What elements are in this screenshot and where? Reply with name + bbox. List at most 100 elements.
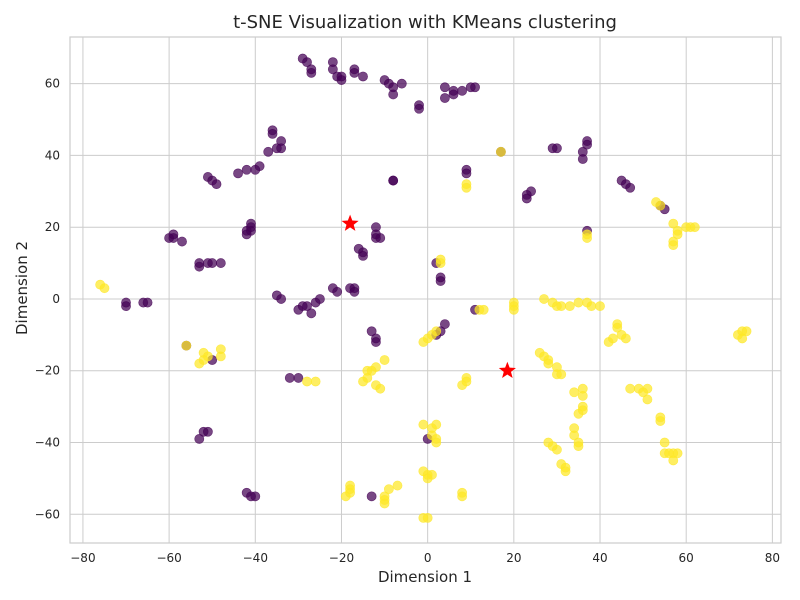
cluster-1-point — [457, 491, 468, 502]
plot-frame — [69, 36, 782, 544]
cluster-0-point — [625, 182, 636, 193]
x-tick-label: 60 — [679, 551, 694, 565]
cluster-0-point — [121, 301, 131, 312]
cluster-0-point — [470, 82, 480, 93]
cluster-1-point — [564, 301, 575, 312]
cluster-1-point — [638, 387, 649, 398]
cluster-1-point — [99, 283, 110, 294]
cluster-0-point — [142, 297, 153, 308]
cluster-0-point — [267, 128, 278, 139]
cluster-0-point — [177, 236, 187, 247]
cluster-0-point — [327, 64, 338, 75]
x-tick-label: −60 — [156, 551, 181, 565]
cluster-1-point — [375, 383, 386, 394]
cluster-1-point — [586, 301, 597, 312]
cluster-1-point — [560, 466, 571, 477]
cluster-0-point — [552, 143, 562, 154]
cluster-1-point — [556, 369, 567, 380]
cluster-0-point — [332, 286, 343, 297]
cluster-0-point — [302, 57, 312, 68]
cluster-1-point — [310, 376, 321, 387]
cluster-0-point — [439, 93, 450, 103]
cluster-0-point — [263, 146, 274, 157]
cluster-1-point — [431, 326, 442, 337]
cluster-0-point — [250, 491, 261, 502]
cluster-0-point — [349, 67, 360, 78]
cluster-0-point — [439, 319, 450, 329]
cluster-0-point — [375, 233, 386, 243]
cluster-0-point — [388, 89, 399, 100]
cluster-1-point — [379, 498, 390, 509]
y-tick-label: −40 — [35, 436, 60, 450]
cluster-1-point — [418, 337, 429, 347]
cluster-0-point — [349, 286, 360, 297]
cluster-1-point — [181, 340, 192, 351]
cluster-1-point — [573, 408, 584, 419]
cluster-1-point — [620, 333, 631, 344]
cluster-0-point — [371, 337, 381, 347]
cluster-1-point — [668, 218, 679, 229]
cluster-1-point — [539, 294, 549, 304]
cluster-1-point — [672, 448, 683, 459]
cluster-1-point — [595, 301, 605, 312]
cluster-1-point — [215, 351, 226, 362]
x-tick-label: 0 — [424, 551, 432, 565]
x-tick-label: −40 — [243, 551, 268, 565]
cluster-1-point — [608, 333, 618, 344]
cluster-1-point — [198, 355, 209, 365]
cluster-0-point — [202, 426, 213, 437]
cluster-1-point — [431, 419, 442, 430]
cluster-0-point — [315, 294, 325, 304]
cluster-1-point — [461, 182, 472, 193]
cluster-1-point — [668, 240, 679, 251]
cluster-0-point — [241, 164, 252, 175]
cluster-1-point — [556, 301, 567, 312]
cluster-0-point — [358, 251, 368, 261]
cluster-1-point — [573, 441, 584, 452]
cluster-0-point — [246, 225, 256, 236]
cluster-0-point — [168, 233, 179, 243]
centroid-star-marker — [341, 214, 359, 231]
cluster-1-point — [569, 430, 580, 441]
cluster-1-point — [358, 376, 368, 387]
cluster-0-point — [194, 434, 205, 444]
cluster-0-point — [439, 82, 450, 93]
y-tick-label: 0 — [52, 292, 60, 306]
cluster-1-point — [577, 390, 588, 401]
cluster-1-point — [543, 358, 554, 369]
cluster-0-point — [358, 71, 368, 82]
cluster-0-point — [215, 258, 226, 268]
grid-lines — [70, 37, 781, 543]
cluster-1-point — [478, 304, 489, 315]
cluster-1-point — [422, 512, 433, 523]
cluster-1-point — [741, 326, 752, 337]
cluster-1-point — [569, 387, 580, 398]
centroid-star-marker — [498, 361, 516, 379]
cluster-0-point — [448, 85, 459, 96]
cluster-0-point — [276, 143, 287, 154]
cluster-0-point — [302, 301, 312, 312]
x-axis-ticks: −80 −60 −40 −20 0 20 40 60 80 — [70, 551, 780, 565]
cluster-1-point — [672, 229, 683, 240]
x-tick-label: −80 — [70, 551, 95, 565]
cluster-1-point — [659, 437, 670, 448]
cluster-1-point — [435, 258, 446, 268]
y-tick-label: −60 — [35, 507, 60, 521]
cluster-1-point — [612, 322, 623, 333]
cluster-0-point — [582, 139, 592, 150]
cluster-1-point — [655, 416, 666, 426]
cluster-0-point — [461, 168, 472, 179]
y-axis-label: Dimension 2 — [13, 241, 31, 335]
cluster-1-point — [496, 146, 506, 157]
cluster-0-point — [336, 75, 347, 85]
y-tick-label: 40 — [45, 148, 60, 162]
cluster-0-point — [388, 175, 399, 186]
x-tick-label: 40 — [592, 551, 607, 565]
cluster-1-point — [302, 376, 312, 387]
cluster-0-point — [293, 373, 304, 383]
cluster-1-point — [431, 437, 442, 448]
y-tick-label: 20 — [45, 220, 60, 234]
cluster-1-point — [552, 444, 562, 455]
cluster-0-point — [284, 373, 295, 383]
